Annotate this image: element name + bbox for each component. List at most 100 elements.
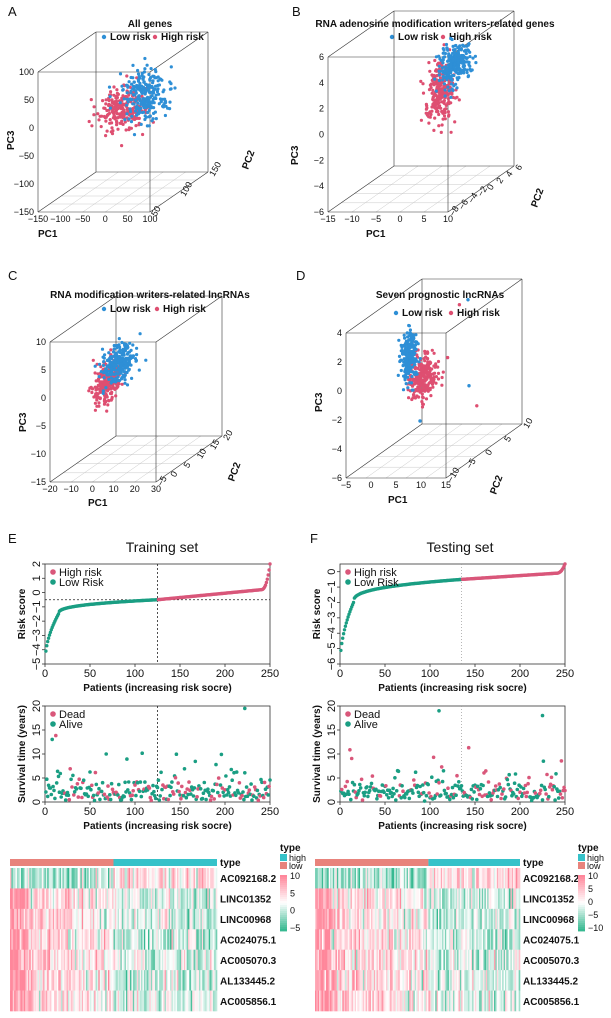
heatmap-cell: [518, 868, 521, 889]
legend-low-marker: [345, 579, 351, 585]
dead-point: [516, 796, 520, 801]
alive-point: [513, 772, 518, 776]
high-risk-point: [110, 110, 114, 114]
low-risk-point: [446, 59, 450, 63]
low-risk-point: [99, 370, 103, 374]
alive-point: [155, 785, 160, 790]
high-risk-point: [434, 381, 438, 385]
annotation-label: type: [523, 858, 544, 869]
low-risk-point: [117, 366, 121, 370]
high-risk-point: [417, 395, 421, 399]
high-risk-point: [448, 91, 452, 95]
high-risk-point: [126, 109, 130, 113]
dead-point: [340, 787, 344, 792]
panel-a: A All genes Low risk High risk −150 −100−…: [6, 4, 258, 240]
y-axis-label: Risk score: [312, 588, 323, 639]
low-risk-point: [351, 600, 356, 605]
low-risk-point: [123, 118, 127, 122]
color-scale-tick: −5: [290, 923, 300, 933]
floor-grid-line: [71, 435, 138, 483]
high-risk-point: [129, 126, 133, 130]
low-risk-point: [434, 55, 438, 59]
x-tick-label: −10: [344, 214, 359, 224]
y-tick-label: 0: [483, 448, 494, 457]
high-risk-point: [89, 98, 93, 102]
high-risk-point: [114, 108, 118, 112]
x-tick-label: 0: [42, 806, 48, 818]
low-risk-point: [461, 43, 465, 47]
dead-point: [502, 787, 506, 791]
low-risk-point: [100, 347, 105, 351]
panel-e-heatmap: typeAC092168.2LINC01352LINC00968AC024075…: [10, 843, 306, 1012]
panel-a-title: All genes: [128, 19, 173, 30]
low-risk-point: [442, 82, 446, 86]
low-risk-point: [146, 104, 150, 109]
heatmap-cell: [215, 949, 218, 971]
low-risk-point: [148, 114, 152, 118]
low-risk-point: [445, 47, 449, 51]
panel-b-title: RNA adenosine modification writers-relat…: [315, 19, 555, 30]
floor-grid-line: [60, 171, 119, 213]
low-risk-point: [144, 97, 148, 101]
low-risk-point: [412, 337, 416, 341]
high-risk-point: [419, 374, 423, 378]
panel-c-points: [87, 332, 148, 413]
low-risk-point: [149, 106, 153, 110]
low-risk-point: [46, 636, 51, 640]
high-risk-point: [121, 122, 125, 126]
y-tick-label: 10: [195, 447, 209, 461]
low-risk-point: [136, 72, 141, 76]
panel-d: D Seven prognostic lncRNAs Low risk High…: [296, 268, 535, 506]
low-risk-point: [409, 366, 413, 370]
alive-point: [393, 776, 397, 780]
legend-low-label: Low risk: [110, 304, 151, 315]
alive-point: [268, 778, 272, 782]
x-tick-label: 0: [103, 214, 108, 224]
low-risk-point: [150, 94, 154, 98]
low-risk-point: [115, 346, 119, 350]
alive-point: [191, 794, 196, 798]
low-risk-point: [112, 344, 116, 348]
low-risk-point: [152, 74, 156, 78]
y-tick-label: 50: [149, 204, 163, 218]
low-risk-point: [151, 81, 155, 85]
high-risk-point: [104, 134, 108, 138]
gene-row-label: AC024075.1: [220, 936, 277, 947]
dead-point: [466, 745, 471, 750]
low-risk-point: [413, 372, 417, 377]
low-risk-point: [464, 60, 468, 64]
alive-point: [100, 780, 105, 785]
x-tick-label: 50: [84, 806, 96, 818]
box-edge: [49, 295, 117, 343]
high-risk-point: [435, 85, 439, 89]
low-risk-point: [117, 354, 121, 359]
alive-point: [440, 779, 445, 784]
low-risk-point: [407, 323, 411, 328]
z-tick-label: 50: [24, 95, 34, 105]
high-risk-point: [110, 98, 114, 102]
high-risk-point: [116, 127, 120, 131]
high-risk-point: [103, 382, 107, 386]
low-risk-point: [141, 104, 146, 108]
low-risk-point: [443, 51, 447, 56]
z-tick-label: −6: [332, 473, 342, 483]
high-risk-point: [426, 360, 430, 364]
alive-point: [426, 782, 431, 787]
alive-point: [94, 782, 99, 787]
panel-f-title: Testing set: [427, 539, 494, 555]
high-risk-point: [108, 118, 112, 122]
low-risk-point: [446, 85, 450, 89]
y-tick-label: 20: [326, 700, 338, 712]
low-risk-point: [121, 347, 125, 351]
low-risk-point: [403, 336, 407, 340]
annotation-low-bar: [315, 859, 429, 866]
floor-grid-line: [127, 171, 186, 213]
high-risk-point: [114, 394, 118, 398]
y-axis-label: Risk score: [17, 588, 28, 639]
legend-dead-marker: [345, 711, 351, 717]
box-edge: [155, 435, 223, 483]
alive-point: [553, 798, 557, 802]
y-tick-label: −2: [475, 184, 489, 198]
